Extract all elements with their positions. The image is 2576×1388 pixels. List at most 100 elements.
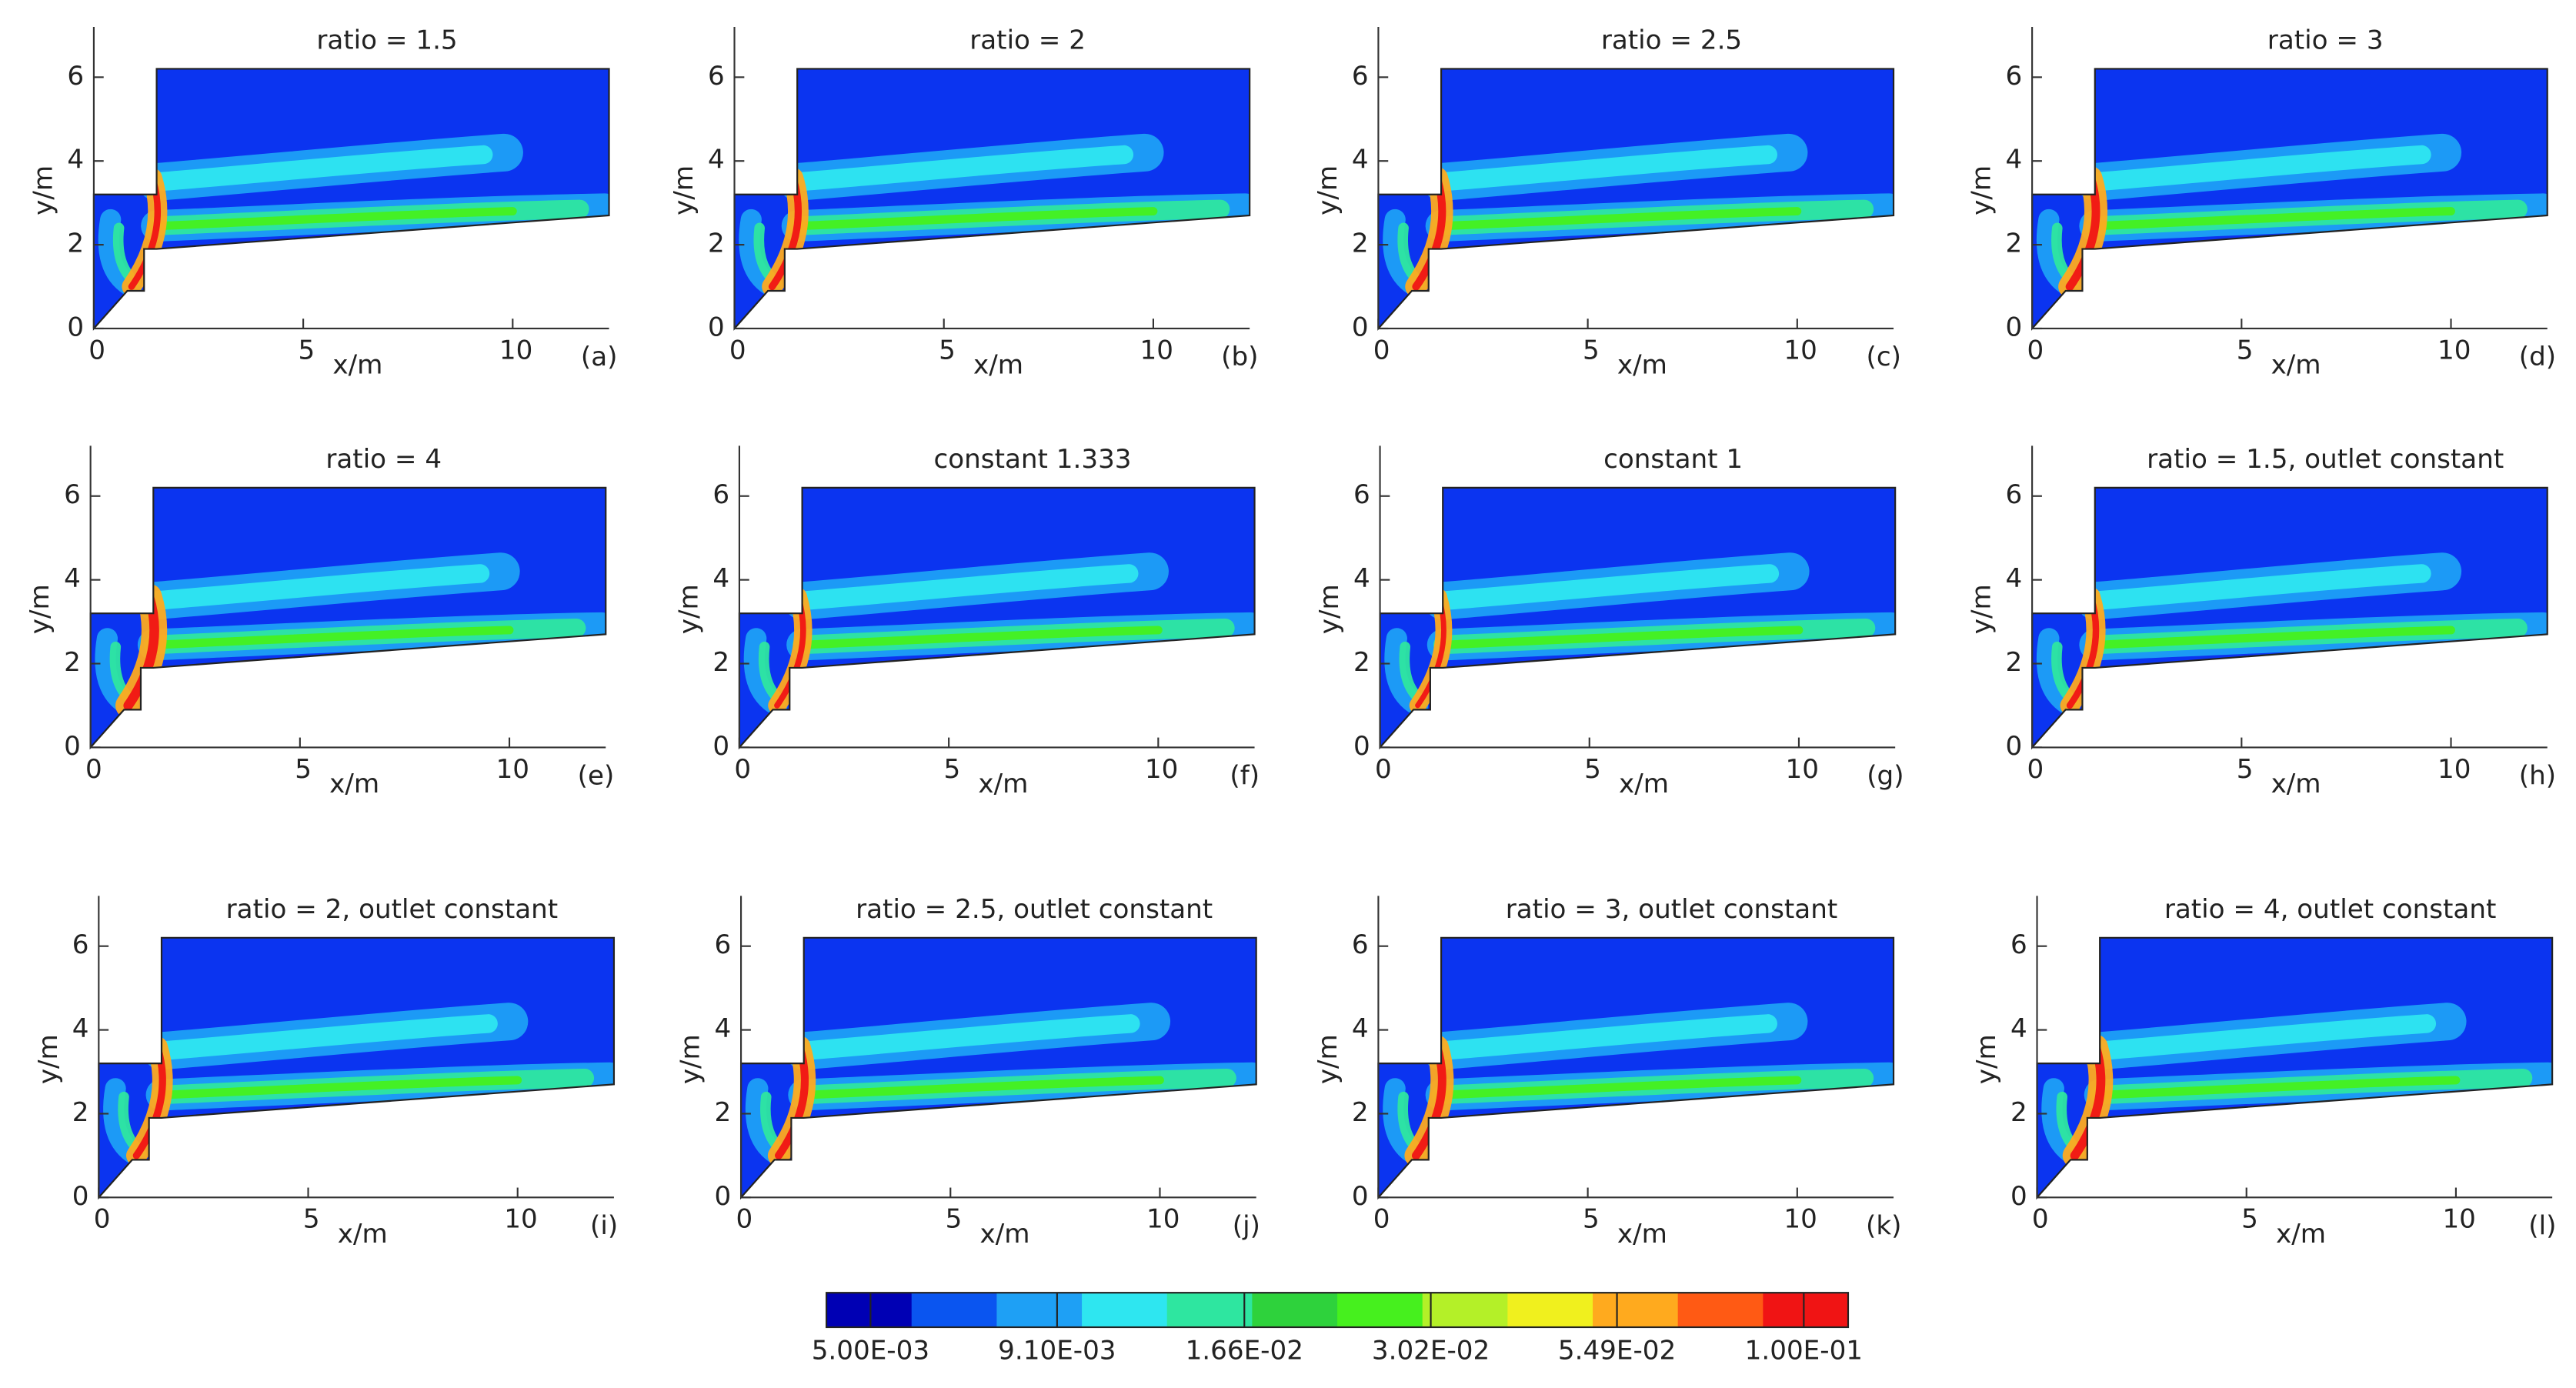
colorbar: 5.00E-03 9.10E-03 1.66E-02 3.02E-02 5.49E-02… [812, 1292, 1863, 1366]
contour-field [98, 936, 616, 1200]
x-tick-label: 10 [1145, 754, 1178, 785]
panel-title: ratio = 3, outlet constant [1506, 894, 1838, 925]
domain-outline [1379, 486, 1897, 750]
contour-field [1377, 936, 1895, 1200]
x-tick-label: 0 [1373, 335, 1390, 365]
y-tick-label: 0 [2006, 731, 2023, 762]
y-tick-label: 2 [1353, 647, 1370, 678]
x-tick-label: 10 [1146, 1204, 1180, 1235]
colorbar-segment [1677, 1293, 1763, 1328]
x-tick-label: 0 [1373, 1204, 1390, 1235]
y-tick-label: 2 [72, 1097, 89, 1128]
y-tick-label: 6 [1352, 61, 1369, 92]
contour-band [1441, 207, 1802, 231]
domain-outline [98, 936, 616, 1200]
x-tick-label: 0 [2027, 335, 2044, 365]
panel: 0 5 10 0 2 4 6 constant 1.333 (f) x/m y/m [673, 444, 1260, 799]
domain [1378, 937, 1894, 1198]
domain [1378, 68, 1894, 329]
domain-outline [739, 936, 1257, 1200]
x-tick-label: 5 [944, 754, 961, 785]
x-axis-label: x/m [332, 350, 382, 381]
y-tick-label: 0 [2006, 312, 2023, 342]
domain [741, 937, 1256, 1198]
panel: 0 5 10 0 2 4 6 ratio = 3 (d) x/m y/m [1967, 25, 2557, 381]
y-axis-label: y/m [1313, 1034, 1343, 1084]
panel: 0 5 10 0 2 4 6 ratio = 1.5, outlet constant (h) x… [1967, 444, 2556, 799]
domain-outline [738, 486, 1256, 750]
panel-label: (e) [578, 760, 615, 791]
x-axis-label: x/m [2271, 769, 2321, 799]
contour-bands [2041, 1003, 2553, 1168]
y-tick-label: 2 [712, 647, 729, 678]
colorbar-segment [826, 1293, 913, 1328]
contour-field [1379, 486, 1897, 750]
x-tick-label: 5 [939, 335, 956, 365]
contour-field [2036, 936, 2554, 1200]
colorbar-segment [1507, 1293, 1593, 1328]
y-axis-label: y/m [673, 584, 704, 634]
contour-band [802, 626, 1163, 649]
contour-field [2031, 68, 2548, 331]
panel-title: ratio = 4 [325, 444, 442, 475]
y-tick-label: 2 [715, 1097, 732, 1128]
x-axis-label: x/m [338, 1219, 388, 1250]
panel: 0 5 10 0 2 4 6 ratio = 1.5 (a) x/m y/m [28, 25, 617, 381]
x-tick-label: 10 [2438, 335, 2471, 365]
x-tick-label: 0 [2027, 754, 2044, 785]
contour-band [1443, 626, 1804, 649]
x-tick-label: 10 [499, 335, 532, 365]
domain-outline [2031, 68, 2548, 331]
panel-label: (d) [2519, 342, 2556, 372]
x-tick-label: 10 [1140, 335, 1173, 365]
colorbar-segment [1593, 1293, 1679, 1328]
colorbar-tick-label: 1.66E-02 [1186, 1336, 1303, 1366]
y-tick-label: 6 [72, 929, 89, 960]
y-tick-label: 2 [708, 229, 725, 259]
domain [2032, 487, 2548, 748]
colorbar-tick-label: 5.00E-03 [812, 1336, 929, 1366]
y-tick-label: 4 [715, 1013, 732, 1044]
panel: 0 5 10 0 2 4 6 ratio = 2.5, outlet constant (j) x… [676, 894, 1260, 1250]
x-tick-label: 10 [2442, 1204, 2475, 1235]
x-tick-label: 10 [504, 1204, 537, 1235]
contour-band [794, 1014, 1140, 1061]
y-tick-label: 4 [1352, 145, 1369, 175]
panel-title: ratio = 1.5 [316, 25, 457, 56]
x-tick-label: 0 [729, 335, 746, 365]
y-tick-label: 0 [712, 731, 729, 762]
x-axis-label: x/m [980, 1219, 1030, 1250]
x-tick-label: 5 [2241, 1204, 2258, 1235]
y-tick-label: 2 [64, 647, 81, 678]
contour-band [152, 1014, 498, 1061]
y-tick-label: 6 [2010, 929, 2027, 960]
y-tick-label: 4 [1352, 1013, 1369, 1044]
panel-title: constant 1 [1603, 444, 1743, 475]
contour-band [2090, 1014, 2437, 1061]
colorbar-segment [1763, 1293, 1849, 1328]
y-tick-label: 4 [712, 563, 729, 594]
contour-field [738, 486, 1256, 750]
y-tick-label: 4 [2010, 1013, 2027, 1044]
contour-band [787, 145, 1134, 192]
colorbar-segment [1082, 1293, 1168, 1328]
panel: 0 5 10 0 2 4 6 ratio = 4, outlet constant (l) x/m… [1971, 894, 2556, 1250]
domain-outline [733, 68, 1251, 331]
x-axis-label: x/m [329, 769, 379, 799]
colorbar-segment [1166, 1293, 1253, 1328]
panel-label: (k) [1866, 1210, 1901, 1241]
panel-title: ratio = 2.5 [1601, 25, 1742, 56]
domain [2037, 937, 2553, 1198]
x-axis-label: x/m [1619, 769, 1669, 799]
panel-label: (c) [1867, 342, 1901, 372]
x-tick-label: 0 [88, 335, 105, 365]
domain [1380, 487, 1896, 748]
colorbar-frame [826, 1292, 1850, 1329]
y-tick-label: 0 [67, 312, 84, 342]
x-tick-label: 0 [1375, 754, 1392, 785]
y-tick-label: 6 [67, 61, 84, 92]
colorbar-segment [1337, 1293, 1423, 1328]
y-tick-label: 2 [1352, 1097, 1369, 1128]
panel: 0 5 10 0 2 4 6 constant 1 (g) x/m y/m [1314, 444, 1904, 799]
